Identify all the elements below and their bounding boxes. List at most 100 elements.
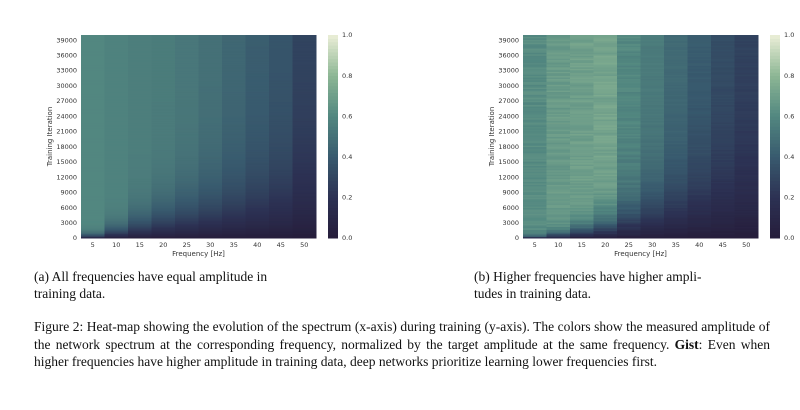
heatmap-cell (523, 130, 547, 133)
colorbar-segment (328, 45, 338, 50)
heatmap-cell (664, 236, 688, 239)
heatmap-cell (711, 39, 735, 42)
heatmap-cell (128, 149, 152, 152)
heatmap-cell (711, 75, 735, 78)
heatmap-cell (269, 185, 293, 188)
heatmap-cell (687, 97, 712, 100)
heatmap-cell (617, 222, 641, 224)
colorbar-segment (328, 224, 338, 229)
heatmap-cell (570, 184, 594, 187)
heatmap-cell (151, 85, 176, 88)
heatmap-cell (292, 50, 317, 53)
heatmap-cell (593, 65, 618, 68)
heatmap-cell (198, 182, 223, 185)
heatmap-cell (687, 59, 712, 62)
heatmap-cell (128, 74, 152, 77)
heatmap-cell (104, 164, 129, 166)
heatmap-cell (546, 122, 571, 124)
heatmap-cell (664, 216, 688, 219)
heatmap-cell (617, 126, 641, 129)
heatmap-cell (222, 177, 246, 180)
heatmap-cell (523, 184, 547, 187)
heatmap-cell (523, 77, 547, 79)
heatmap-cell (593, 198, 618, 201)
heatmap-cell (593, 106, 618, 108)
heatmap-cell (198, 236, 223, 239)
heatmap-cell (664, 162, 688, 165)
heatmap-cell (687, 193, 712, 195)
heatmap-cell (664, 227, 688, 230)
heatmap-cell (81, 52, 105, 55)
heatmap-cell (104, 94, 129, 97)
heatmap-cell (292, 198, 317, 201)
heatmap-cell (593, 84, 618, 87)
heatmap-cell (151, 100, 176, 103)
heatmap-cell (664, 165, 688, 168)
heatmap-cell (198, 94, 223, 97)
heatmap-cell (151, 81, 176, 84)
heatmap-cell (81, 191, 105, 194)
heatmap-cell (198, 165, 223, 168)
heatmap-cell (245, 143, 270, 146)
heatmap-cell (269, 74, 293, 77)
heatmap-cell (523, 69, 547, 72)
heatmap-cell (269, 72, 293, 75)
heatmap-cell (222, 35, 246, 37)
heatmap-cell (222, 130, 246, 133)
heatmap-cell (151, 146, 176, 149)
heatmap-cell (523, 216, 547, 219)
heatmap-cell (664, 42, 688, 45)
heatmap-cell (687, 91, 712, 94)
x-tick-label: 25 (183, 241, 191, 249)
heatmap-cell (617, 113, 641, 116)
heatmap-cell (593, 188, 618, 191)
heatmap-cell (128, 50, 152, 53)
heatmap-cell (198, 181, 223, 184)
heatmap-cell (734, 69, 759, 72)
heatmap-cell (523, 214, 547, 217)
heatmap-cell (734, 59, 759, 62)
heatmap-cell (81, 56, 105, 59)
heatmap-cell (292, 103, 317, 106)
heatmap-cell (292, 226, 317, 229)
heatmap-cell (523, 126, 547, 129)
heatmap-cell (222, 152, 246, 155)
heatmap-cell (640, 197, 665, 200)
heatmap-cell (617, 207, 641, 210)
heatmap-cell (222, 181, 246, 184)
heatmap-cell (81, 97, 105, 100)
heatmap-cell (687, 68, 712, 71)
heatmap-cell (245, 94, 270, 97)
heatmap-cell (222, 155, 246, 158)
heatmap-cell (711, 203, 735, 206)
heatmap-cell (664, 62, 688, 65)
heatmap-cell (617, 204, 641, 207)
heatmap-cell (175, 113, 199, 116)
heatmap-cell (640, 219, 665, 222)
heatmap-cell (640, 75, 665, 78)
heatmap-cell (711, 214, 735, 217)
heatmap-cell (640, 217, 665, 220)
heatmap-cell (617, 178, 641, 181)
heatmap-cell (617, 142, 641, 145)
heatmap-cell (128, 178, 152, 181)
colorbar-segment (770, 200, 780, 205)
heatmap-cell (269, 191, 293, 194)
heatmap-cell (175, 187, 199, 190)
heatmap-cell (687, 113, 712, 116)
heatmap-cell (523, 187, 547, 190)
heatmap-cell (617, 100, 641, 103)
heatmap-cell (104, 159, 129, 162)
heatmap-cell (292, 175, 317, 178)
heatmap-cell (292, 182, 317, 185)
heatmap-cell (664, 52, 688, 55)
heatmap-cell (687, 195, 712, 198)
heatmap-cell (151, 94, 176, 97)
heatmap-cell (640, 224, 665, 227)
heatmap-cell (687, 52, 712, 55)
heatmap-cell (640, 222, 665, 224)
heatmap-cell (711, 177, 735, 180)
heatmap-cell (593, 113, 618, 116)
heatmap-cell (640, 85, 665, 88)
heatmap-cell (687, 209, 712, 211)
